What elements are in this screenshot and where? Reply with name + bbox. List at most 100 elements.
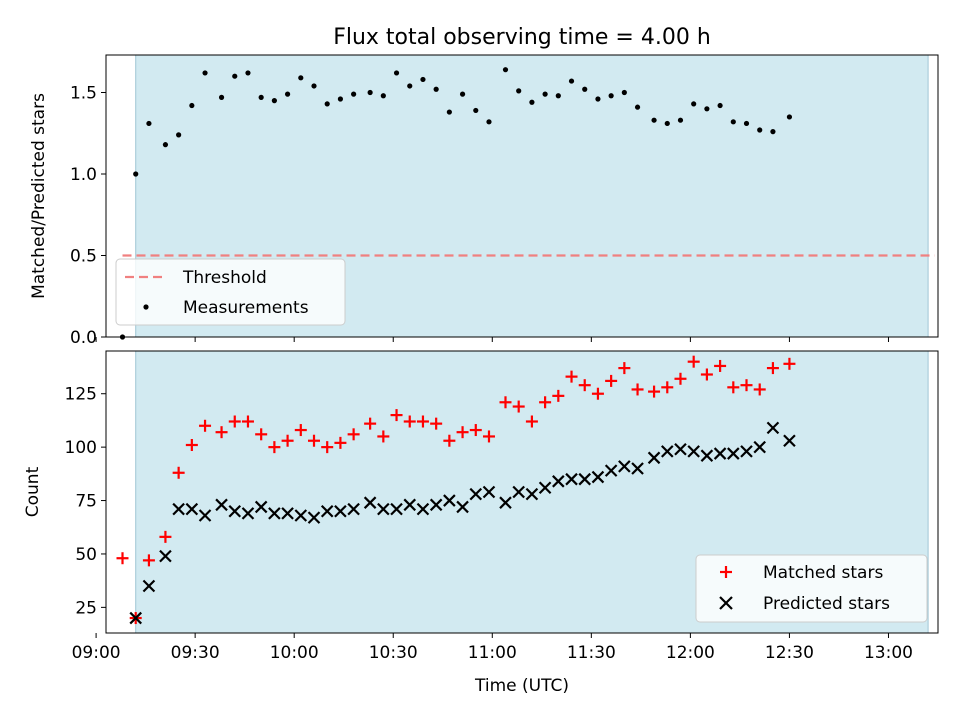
measurement-point — [367, 89, 373, 96]
matched-star-point — [539, 396, 552, 409]
legend-predicted-swatch — [719, 596, 733, 610]
matched-star-point — [403, 415, 416, 428]
matched-star-point — [578, 379, 591, 392]
predicted-star-point — [552, 475, 565, 488]
matched-star-point — [199, 419, 212, 432]
predicted-star-point — [429, 498, 443, 512]
predicted-star-point — [403, 498, 417, 512]
matched-star-point — [727, 381, 740, 394]
measurement-point — [568, 78, 575, 84]
predicted-star-point — [268, 507, 281, 520]
predicted-star-point — [294, 509, 308, 522]
y-tick-label: 0.5 — [70, 246, 97, 266]
y-tick-label: 125 — [65, 385, 97, 405]
x-tick-label: 09:30 — [171, 643, 220, 663]
measurement-point — [529, 99, 535, 105]
bottom-y-axis-label: Count — [23, 466, 43, 517]
matched-star-point — [268, 441, 281, 454]
y-tick-label: 0.0 — [70, 328, 97, 348]
predicted-star-point — [363, 496, 377, 509]
predicted-star-point — [281, 507, 294, 520]
matched-star-point — [618, 362, 631, 375]
matched-star-point — [783, 357, 796, 370]
top-panel: 0.0 0.5 1.0 1.5 Matched/Predicted stars Thr… — [29, 54, 939, 348]
matched-star-point — [661, 381, 674, 394]
measurement-point — [146, 120, 152, 127]
x-axis-label: Time (UTC) — [474, 676, 569, 696]
matched-star-point — [482, 430, 495, 443]
matched-star-point — [185, 439, 198, 451]
measurement-point — [218, 94, 225, 100]
measurement-point — [459, 91, 466, 97]
predicted-star-point — [347, 502, 360, 516]
measurement-point — [351, 91, 357, 97]
top-axes-frame — [105, 54, 939, 338]
measurement-point — [770, 129, 776, 135]
measurement-point — [446, 109, 452, 115]
matched-star-point — [631, 383, 644, 396]
predicted-star-point — [320, 504, 334, 518]
measurement-point — [176, 132, 182, 138]
predicted-star-point — [482, 485, 496, 499]
x-tick-label: 12:00 — [666, 643, 715, 663]
y-tick-label: 75 — [75, 492, 97, 512]
measurement-point — [311, 83, 317, 89]
predicted-star-point — [512, 485, 525, 499]
measurement-point — [380, 93, 386, 99]
predicted-star-point — [740, 445, 753, 458]
predicted-star-point — [228, 504, 242, 518]
predicted-star-point — [647, 451, 661, 465]
measurement-point — [133, 171, 139, 177]
predicted-star-point — [307, 511, 321, 524]
x-tick-label: 11:00 — [468, 643, 517, 663]
matched-star-point — [215, 426, 228, 439]
matched-star-point — [740, 379, 753, 392]
predicted-star-point — [578, 472, 592, 486]
measurement-point — [393, 70, 400, 76]
measurement-point — [516, 88, 522, 94]
measurement-point — [595, 96, 601, 102]
matched-star-point — [499, 396, 512, 409]
matched-star-point — [159, 530, 172, 543]
predicted-star-point — [443, 494, 456, 507]
matched-star-point — [591, 387, 604, 400]
predicted-star-point — [674, 442, 687, 456]
measurement-point — [704, 106, 710, 112]
measurement-point — [555, 93, 561, 99]
measurement-point — [717, 102, 723, 109]
x-tick-label: 11:30 — [567, 643, 616, 663]
measurement-point — [433, 86, 439, 92]
matched-star-point — [674, 372, 687, 385]
matched-stars-points — [116, 355, 796, 625]
matched-star-point — [377, 430, 390, 443]
y-tick-label: 100 — [65, 438, 97, 458]
predicted-star-point — [604, 464, 618, 477]
x-tick-label: 09:00 — [72, 643, 121, 663]
x-tick-label: 10:00 — [270, 643, 319, 663]
predicted-star-point — [390, 502, 403, 516]
measurement-point — [284, 91, 291, 97]
predicted-star-point — [129, 611, 142, 625]
predicted-star-point — [172, 502, 185, 516]
measurement-point — [634, 104, 641, 110]
measurement-point — [664, 120, 670, 127]
y-tick-label: 25 — [75, 598, 97, 618]
matched-star-point — [525, 415, 538, 428]
predicted-star-point — [525, 487, 539, 501]
measurement-point — [407, 83, 413, 89]
measurement-point — [743, 120, 750, 127]
predicted-star-point — [215, 498, 228, 512]
y-tick-label: 1.0 — [70, 165, 97, 185]
measurement-point — [730, 119, 736, 125]
predicted-star-point — [185, 502, 199, 516]
predicted-star-point — [469, 487, 483, 501]
top-legend: Threshold Measurements — [115, 258, 346, 326]
legend-measurements-swatch — [143, 304, 149, 310]
matched-star-point — [456, 426, 469, 439]
predicted-star-point — [713, 447, 727, 460]
measurement-point — [582, 86, 588, 92]
matched-star-point — [255, 428, 268, 441]
measurement-point — [502, 67, 509, 73]
bottom-axes-frame — [105, 350, 939, 634]
predicted-star-point — [753, 440, 766, 454]
